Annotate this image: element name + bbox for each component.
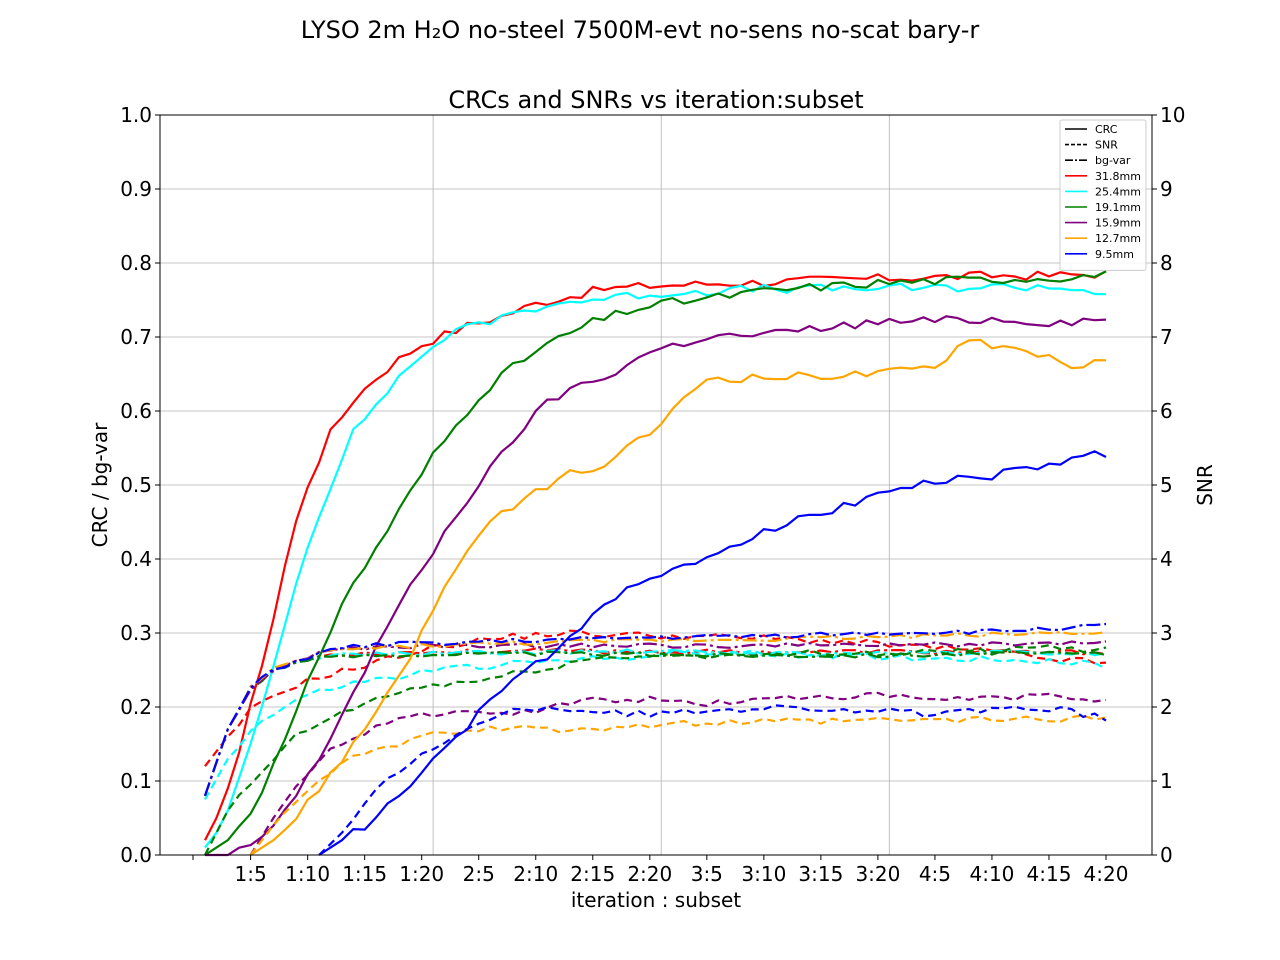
y-tick-label: 0.1 — [120, 769, 152, 793]
legend-label: SNR — [1095, 139, 1118, 152]
x-tick-label: 1:20 — [399, 862, 444, 886]
y-tick-label: 0.9 — [120, 177, 152, 201]
x-tick-label: 3:5 — [691, 862, 723, 886]
x-tick-label: 2:15 — [570, 862, 615, 886]
series-crc-31-8mm — [204, 270, 1107, 841]
x-tick-label: 4:15 — [1027, 862, 1072, 886]
y2-tick-label: 7 — [1160, 325, 1173, 349]
y2-tick-label: 9 — [1160, 177, 1173, 201]
x-tick-label: 4:20 — [1084, 862, 1129, 886]
x-tick-label: 2:10 — [513, 862, 558, 886]
series-bgvar-15-9mm — [203, 640, 1107, 797]
y-tick-label: 0.8 — [120, 251, 152, 275]
x-tick-label: 1:15 — [342, 862, 387, 886]
x-axis-ticks: 1:5 1:10 1:15 1:20 2:5 2:10 2:15 2:20 3:5 3:10 3:1… — [192, 855, 1129, 886]
x-tick-label: 2:20 — [627, 862, 672, 886]
series-snr-12-7mm — [249, 714, 1107, 856]
y2-tick-label: 3 — [1160, 621, 1173, 645]
chart-title: CRCs and SNRs vs iteration:subset — [448, 86, 863, 114]
series-crc-9-5mm — [318, 450, 1107, 856]
legend-label: 19.1mm — [1095, 201, 1141, 214]
series-bgvar-19-1mm — [203, 650, 1107, 797]
legend-box — [1059, 119, 1147, 271]
y2-tick-label: 2 — [1160, 695, 1173, 719]
series-snr-15-9mm — [249, 691, 1107, 856]
series-crc-25-4mm — [204, 282, 1107, 849]
y-tick-label: 1.0 — [120, 103, 152, 127]
legend-label: CRC — [1095, 123, 1118, 136]
y2-tick-label: 8 — [1160, 251, 1173, 275]
series-snr-31-8mm — [204, 629, 1107, 767]
y-tick-label: 0.2 — [120, 695, 152, 719]
y2-tick-label: 4 — [1160, 547, 1173, 571]
legend: CRC SNR bg-var 31.8mm 25.4mm 19.1mm 15.9mm 12.7… — [1059, 119, 1147, 271]
y2-tick-label: 1 — [1160, 769, 1173, 793]
y-tick-label: 0.5 — [120, 473, 152, 497]
legend-label: 15.9mm — [1095, 217, 1141, 230]
y-tick-label: 0.0 — [120, 843, 152, 867]
y2-tick-label: 10 — [1160, 103, 1185, 127]
y-tick-label: 0.6 — [120, 399, 152, 423]
y2-tick-label: 6 — [1160, 399, 1173, 423]
legend-label: 12.7mm — [1095, 232, 1141, 245]
x-tick-label: 1:10 — [285, 862, 330, 886]
legend-label: 25.4mm — [1095, 185, 1141, 198]
x-tick-label: 4:10 — [969, 862, 1014, 886]
y2-axis-label: SNR — [1193, 464, 1217, 506]
x-tick-label: 3:10 — [741, 862, 786, 886]
x-tick-label: 2:5 — [463, 862, 495, 886]
x-tick-label: 3:20 — [855, 862, 900, 886]
legend-label: 31.8mm — [1095, 170, 1141, 183]
legend-label: bg-var — [1095, 154, 1131, 167]
series-bgvar-9-5mm — [203, 622, 1107, 797]
y-axis-label: CRC / bg-var — [88, 422, 112, 547]
series-crc-19-1mm — [204, 270, 1107, 856]
y2-tick-label: 0 — [1160, 843, 1173, 867]
y-axis-ticks: 0.0 0.1 0.2 0.3 0.4 0.5 0.6 0.7 0.8 0.9 1.0 — [120, 103, 160, 867]
series-lines — [203, 270, 1107, 857]
series-bgvar-25-4mm — [203, 648, 1107, 797]
y2-axis-ticks: 0 1 2 3 4 5 6 7 8 9 10 — [1152, 103, 1185, 867]
y-tick-label: 0.7 — [120, 325, 152, 349]
y2-tick-label: 5 — [1160, 473, 1173, 497]
series-snr-9-5mm — [318, 704, 1107, 856]
series-bgvar-12-7mm — [203, 631, 1107, 797]
x-axis-label: iteration : subset — [571, 888, 741, 912]
y-tick-label: 0.3 — [120, 621, 152, 645]
figure-suptitle: LYSO 2m H₂O no-steel 7500M-evt no-sens n… — [301, 16, 980, 44]
series-crc-15-9mm — [205, 315, 1107, 857]
x-tick-label: 1:5 — [235, 862, 267, 886]
y-tick-label: 0.4 — [120, 547, 152, 571]
x-tick-label: 4:5 — [919, 862, 951, 886]
legend-label: 9.5mm — [1095, 248, 1134, 261]
series-snr-19-1mm — [204, 644, 1107, 856]
x-tick-label: 3:15 — [798, 862, 843, 886]
series-crc-12-7mm — [250, 338, 1107, 856]
